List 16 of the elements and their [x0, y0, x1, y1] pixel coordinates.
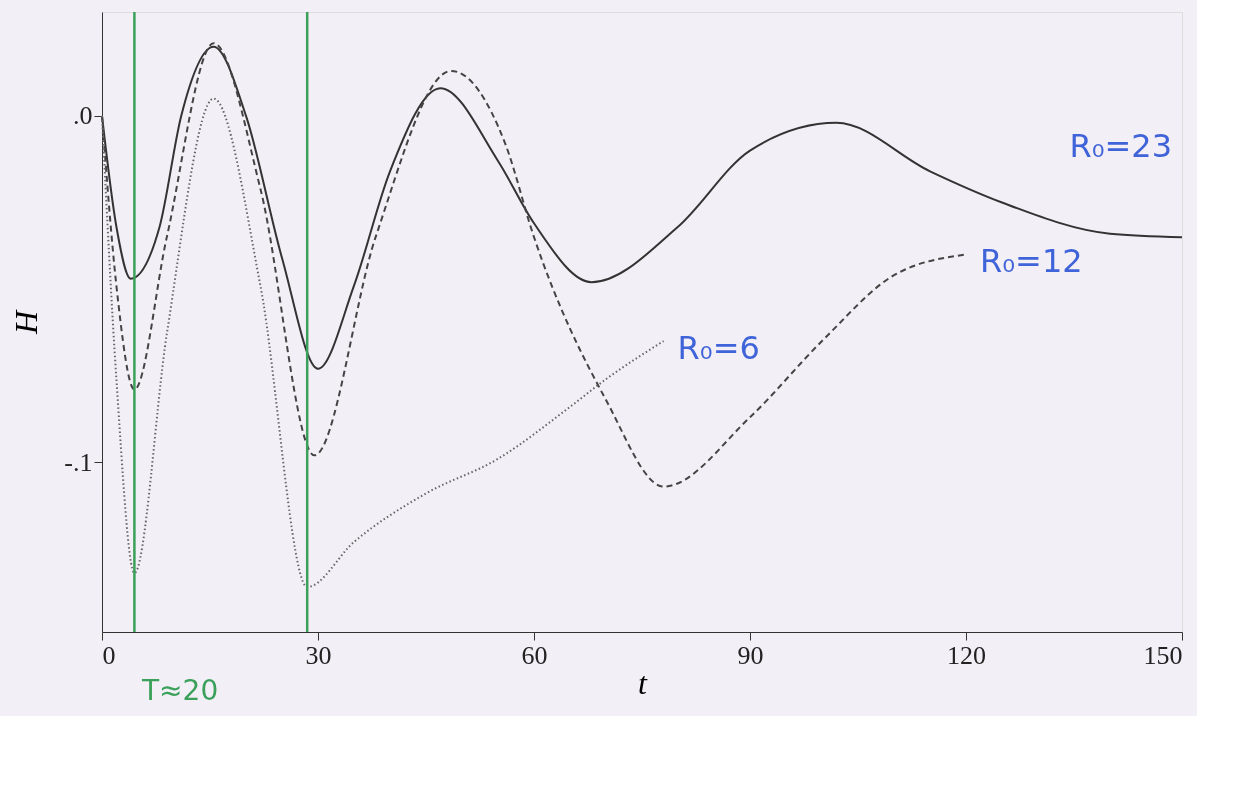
line-series — [101, 97, 665, 588]
x-tick-label: 120 — [947, 640, 986, 670]
x-tick-label: 0 — [102, 640, 116, 670]
series-label: R₀=12 — [980, 242, 1083, 281]
line-series — [101, 42, 967, 488]
x-tick-label: 60 — [521, 640, 548, 670]
x-axis-title: t — [638, 664, 649, 701]
x-tick-label: 30 — [305, 640, 332, 670]
y-tick-label: .0 — [73, 101, 93, 131]
y-tick-label: -.1 — [64, 447, 93, 477]
x-tick-label: 150 — [1143, 640, 1183, 670]
x-tick-label: 90 — [737, 640, 764, 670]
series-label: R₀=6 — [677, 329, 760, 368]
text: T≈20 — [141, 674, 219, 707]
series-label: R₀=23 — [1069, 127, 1172, 166]
y-axis-title: H — [8, 309, 45, 336]
